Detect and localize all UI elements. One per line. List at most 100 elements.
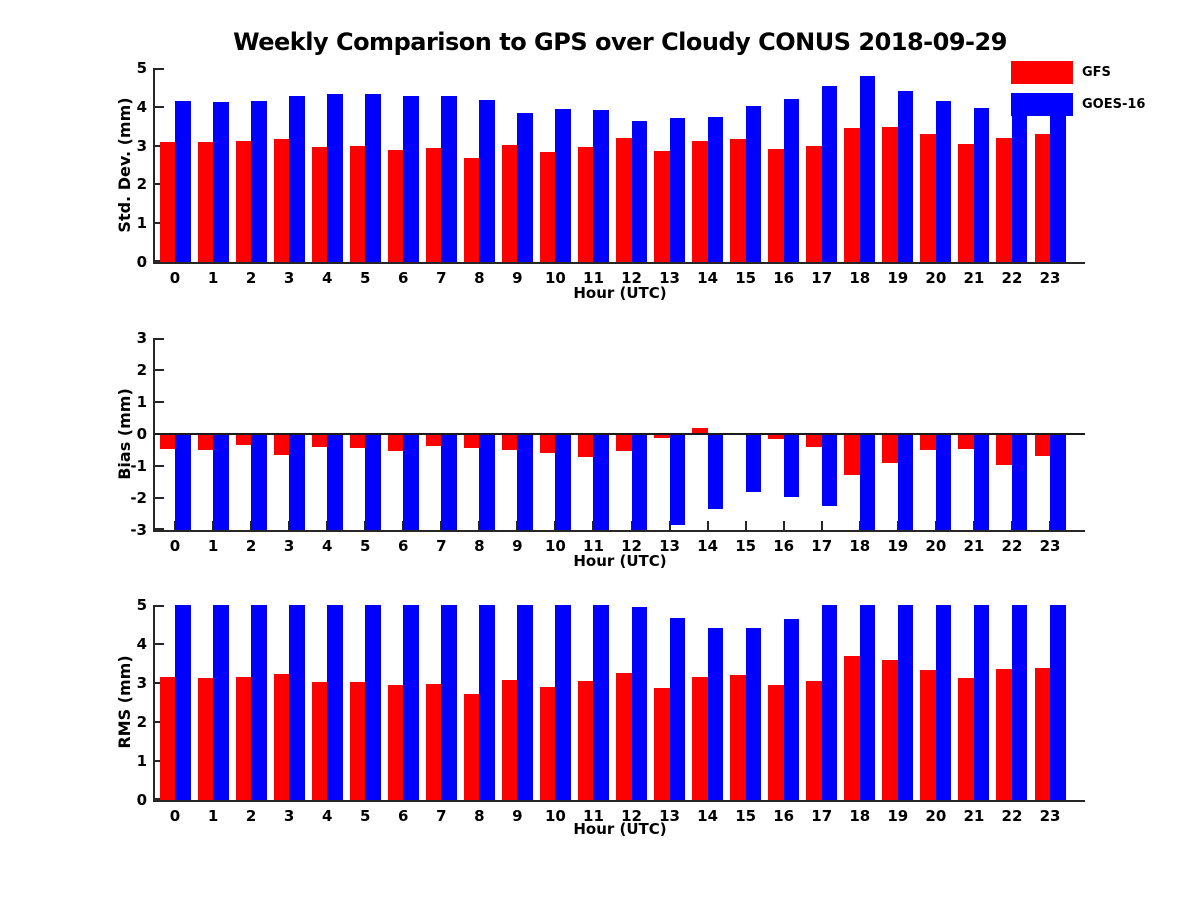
bar-goes-16-hour-15: [745, 105, 762, 262]
x-tick-label: 10: [544, 537, 566, 555]
y-tick-mark: [155, 68, 164, 70]
bar-gfs-hour-6: [387, 150, 404, 262]
bar-goes-16-hour-4: [327, 434, 343, 530]
y-tick-label: 5: [136, 596, 147, 614]
x-tick-label: 5: [359, 269, 371, 287]
x-tick-label: 7: [436, 269, 447, 287]
y-tick-label: 0: [136, 253, 147, 271]
x-tick-label: 6: [398, 537, 409, 555]
bar-gfs-hour-17: [806, 145, 822, 262]
x-tick-label: 15: [735, 269, 757, 287]
bar-goes-16-hour-4: [327, 94, 343, 262]
x-tick-label: 15: [735, 537, 757, 555]
y-tick-label: 4: [136, 97, 147, 116]
x-tick-label: 10: [544, 269, 566, 287]
x-tick-label: 18: [849, 807, 871, 825]
x-tick-label: 11: [583, 807, 604, 825]
bar-gfs-hour-12: [616, 138, 632, 262]
x-axis-label-bias: Hour (UTC): [573, 552, 667, 570]
y-tick-label: 3: [136, 136, 147, 155]
x-tick-label: 22: [1001, 269, 1023, 287]
x-tick-label: 1: [207, 537, 219, 555]
y-tick-label: 3: [136, 674, 147, 692]
bar-goes-16-hour-5: [365, 605, 381, 800]
x-tick-label: 19: [887, 807, 909, 825]
x-tick-label: 6: [398, 807, 409, 825]
bar-gfs-hour-23: [1034, 134, 1050, 262]
bar-goes-16-hour-11: [593, 605, 609, 800]
bar-goes-16-hour-20: [935, 100, 952, 262]
y-axis-label-rms: RMS (mm): [115, 655, 134, 749]
y-tick-mark: [155, 605, 164, 607]
bar-gfs-hour-18: [844, 128, 860, 262]
bar-goes-16-hour-17: [821, 85, 838, 262]
y-tick-mark: [155, 338, 164, 340]
bar-gfs-hour-17: [806, 681, 822, 800]
bar-goes-16-hour-8: [479, 434, 495, 530]
bar-goes-16-hour-16: [783, 619, 800, 800]
bar-gfs-hour-3: [273, 674, 290, 800]
x-tick-label: 14: [697, 269, 719, 287]
x-tick-label: 3: [283, 269, 295, 287]
bar-goes-16-hour-10: [555, 605, 571, 800]
bar-goes-16-hour-15: [745, 628, 762, 800]
x-tick-label: 5: [359, 807, 371, 825]
bar-goes-16-hour-11: [593, 110, 609, 262]
bar-goes-16-hour-20: [935, 434, 952, 530]
y-tick-label: 0: [136, 791, 147, 809]
legend-item-goes16: GOES-16: [1011, 93, 1145, 116]
x-tick-label: 23: [1039, 269, 1061, 287]
bar-gfs-hour-4: [311, 682, 328, 800]
y-axis-label-std-dev: Std. Dev. (mm): [115, 97, 134, 233]
bar-goes-16-hour-6: [403, 605, 419, 800]
bar-gfs-hour-14: [692, 427, 708, 434]
x-tick-label: 19: [887, 269, 909, 287]
bar-gfs-hour-22: [996, 669, 1012, 800]
y-tick-label: -2: [130, 489, 147, 507]
bar-goes-16-hour-6: [403, 434, 419, 530]
bar-goes-16-hour-12: [631, 434, 648, 530]
x-tick-label: 20: [925, 807, 947, 825]
x-tick-label: 23: [1039, 537, 1061, 555]
bar-gfs-hour-21: [958, 144, 974, 262]
bar-gfs-hour-7: [425, 148, 442, 262]
x-tick-label: 4: [321, 807, 333, 825]
bar-goes-16-hour-3: [289, 605, 305, 800]
x-tick-label: 0: [169, 807, 181, 825]
x-tick-label: 19: [887, 537, 909, 555]
x-tick-mark: [668, 521, 671, 530]
bar-goes-16-hour-1: [213, 605, 229, 800]
x-tick-label: 8: [474, 537, 485, 555]
bar-goes-16-hour-18: [859, 605, 876, 800]
y-tick-mark: [155, 643, 164, 645]
x-tick-label: 9: [512, 537, 523, 555]
x-tick-label: 21: [963, 807, 985, 825]
x-axis-label-rms: Hour (UTC): [573, 820, 667, 838]
bar-goes-16-hour-19: [897, 605, 914, 800]
bar-gfs-hour-21: [958, 434, 974, 449]
x-tick-label: 3: [283, 537, 295, 555]
bar-gfs-hour-17: [806, 434, 822, 447]
bar-gfs-hour-20: [920, 669, 936, 800]
legend: GFS GOES-16: [1011, 61, 1145, 125]
bar-gfs-hour-18: [844, 434, 860, 475]
y-tick-label: 1: [136, 214, 147, 233]
x-tick-mark: [782, 521, 785, 530]
x-tick-label: 13: [659, 807, 680, 825]
bar-goes-16-hour-5: [365, 434, 381, 530]
bar-goes-16-hour-23: [1050, 434, 1066, 530]
bar-goes-16-hour-0: [175, 605, 191, 800]
bar-gfs-hour-5: [349, 434, 366, 449]
bar-goes-16-hour-0: [175, 100, 191, 262]
bar-goes-16-hour-0: [175, 434, 191, 530]
bar-gfs-hour-6: [387, 434, 404, 451]
bar-goes-16-hour-1: [213, 434, 229, 530]
x-tick-label: 11: [583, 537, 604, 555]
x-tick-mark: [820, 521, 823, 530]
bar-goes-16-hour-2: [251, 605, 267, 800]
bar-gfs-hour-14: [692, 141, 708, 262]
bar-gfs-hour-7: [425, 434, 442, 446]
x-tick-label: 7: [436, 537, 447, 555]
x-tick-label: 18: [849, 537, 871, 555]
bar-goes-16-hour-7: [441, 434, 457, 530]
